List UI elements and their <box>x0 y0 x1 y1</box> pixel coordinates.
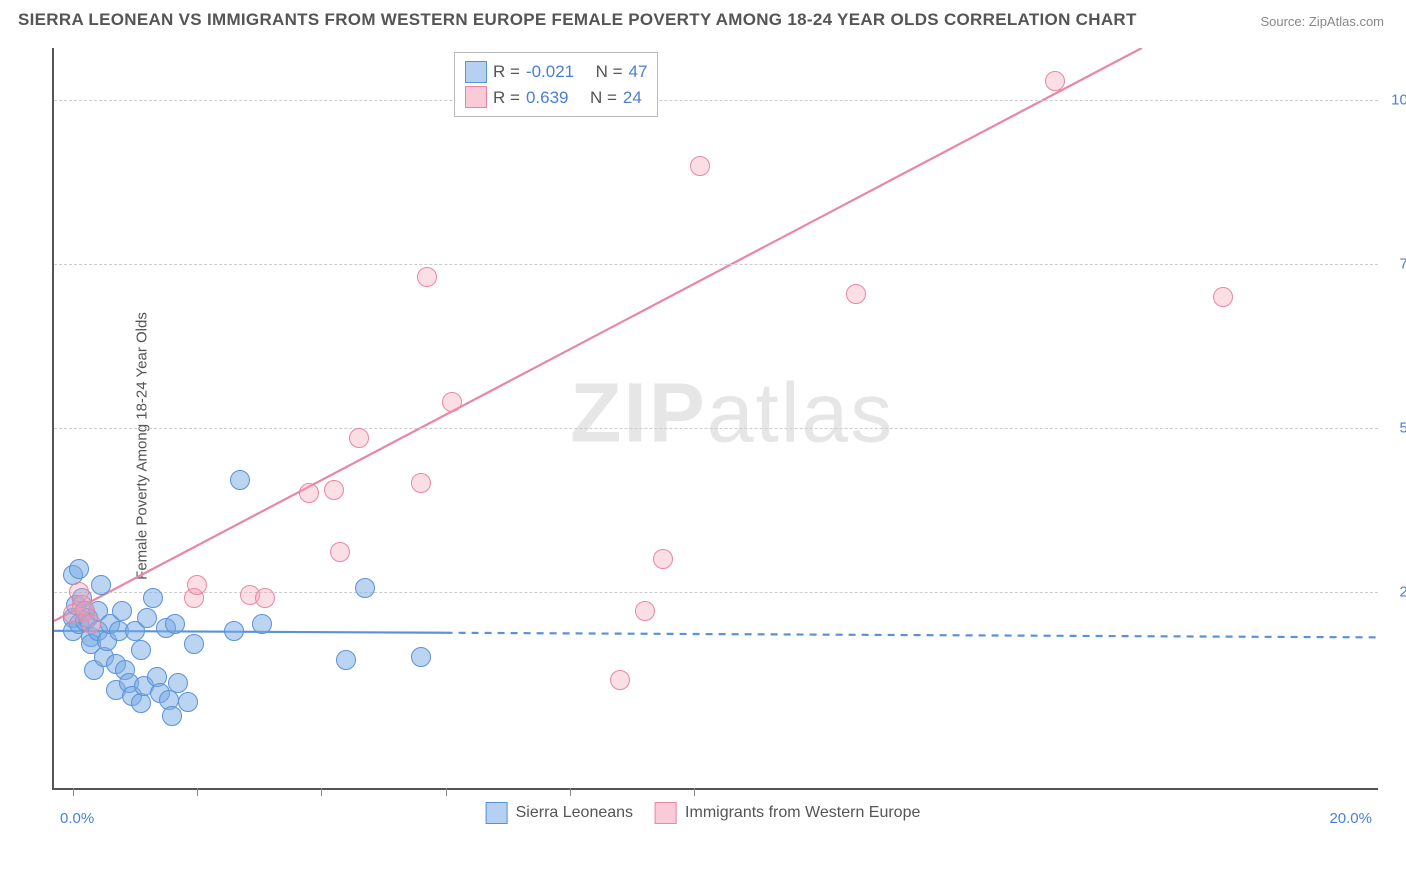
data-point <box>143 588 163 608</box>
data-point <box>1045 71 1065 91</box>
corr-r-label: R = <box>493 85 520 111</box>
watermark: ZIPatlas <box>570 365 894 462</box>
corr-n-label: N = <box>590 85 617 111</box>
data-point <box>653 549 673 569</box>
source-label: Source: ZipAtlas.com <box>1260 14 1384 29</box>
data-point <box>349 428 369 448</box>
correlation-legend: R = -0.021 N = 47R = 0.639 N = 24 <box>454 52 658 117</box>
data-point <box>81 614 101 634</box>
data-point <box>184 634 204 654</box>
plot-area: ZIPatlas 25.0%50.0%75.0%100.0%0.0%20.0% <box>52 48 1378 790</box>
data-point <box>224 621 244 641</box>
data-point <box>411 473 431 493</box>
data-point <box>846 284 866 304</box>
y-tick-label: 50.0% <box>1386 419 1406 436</box>
data-point <box>635 601 655 621</box>
legend-swatch <box>655 802 677 824</box>
legend-label: Sierra Leoneans <box>516 804 633 822</box>
data-point <box>168 673 188 693</box>
data-point <box>137 608 157 628</box>
data-point <box>131 640 151 660</box>
data-point <box>330 542 350 562</box>
data-point <box>255 588 275 608</box>
data-point <box>252 614 272 634</box>
data-point <box>610 670 630 690</box>
x-tick-label: 0.0% <box>60 810 94 827</box>
data-point <box>91 575 111 595</box>
chart-title: SIERRA LEONEAN VS IMMIGRANTS FROM WESTER… <box>18 10 1137 30</box>
y-tick-label: 25.0% <box>1386 583 1406 600</box>
legend-item: Immigrants from Western Europe <box>655 802 920 824</box>
data-point <box>411 647 431 667</box>
data-point <box>69 559 89 579</box>
data-point <box>112 601 132 621</box>
legend-swatch <box>465 86 487 108</box>
corr-row: R = -0.021 N = 47 <box>465 59 647 85</box>
data-point <box>178 692 198 712</box>
legend-swatch <box>486 802 508 824</box>
legend-swatch <box>465 61 487 83</box>
data-point <box>187 575 207 595</box>
corr-r-value: 0.639 <box>526 85 569 111</box>
corr-n-value: 24 <box>623 85 642 111</box>
series-legend: Sierra Leoneans Immigrants from Western E… <box>486 802 921 824</box>
data-point <box>336 650 356 670</box>
corr-r-value: -0.021 <box>526 59 574 85</box>
corr-r-label: R = <box>493 59 520 85</box>
data-point <box>165 614 185 634</box>
y-tick-label: 75.0% <box>1386 256 1406 273</box>
corr-n-value: 47 <box>629 59 648 85</box>
data-point <box>162 706 182 726</box>
x-tick-label: 20.0% <box>1329 810 1372 827</box>
data-point <box>230 470 250 490</box>
data-point <box>355 578 375 598</box>
data-point <box>442 392 462 412</box>
legend-label: Immigrants from Western Europe <box>685 804 920 822</box>
data-point <box>690 156 710 176</box>
corr-row: R = 0.639 N = 24 <box>465 85 647 111</box>
y-tick-label: 100.0% <box>1386 92 1406 109</box>
legend-item: Sierra Leoneans <box>486 802 633 824</box>
data-point <box>417 267 437 287</box>
data-point <box>324 480 344 500</box>
data-point <box>1213 287 1233 307</box>
trend-lines <box>54 48 1378 788</box>
corr-n-label: N = <box>596 59 623 85</box>
data-point <box>299 483 319 503</box>
